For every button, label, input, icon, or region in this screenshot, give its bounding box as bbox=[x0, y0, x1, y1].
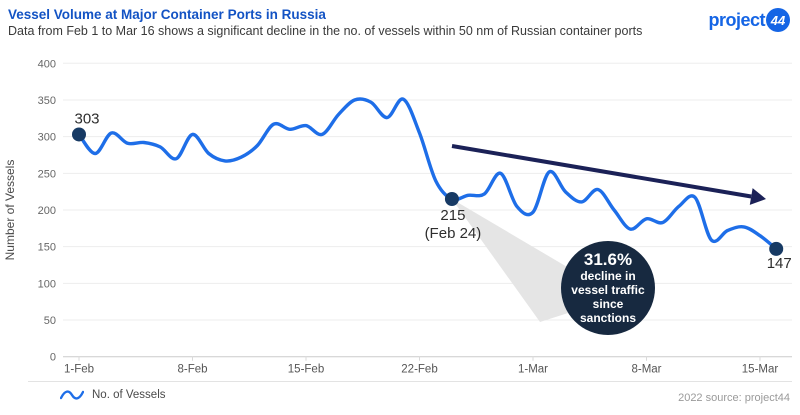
series-line-no-of-vessels bbox=[77, 97, 778, 251]
decline-badge-text: decline in bbox=[580, 269, 636, 283]
project44-logo: project 44 bbox=[708, 8, 790, 32]
line-series-icon bbox=[60, 390, 84, 400]
sanctions-point-label: 215 bbox=[440, 207, 465, 224]
sanctions-point-date-label: (Feb 24) bbox=[425, 225, 482, 242]
decline-badge-text: since bbox=[592, 297, 624, 311]
data-point-dot bbox=[72, 127, 86, 142]
y-tick-label: 0 bbox=[50, 352, 56, 364]
x-tick-label: 1-Feb bbox=[64, 364, 94, 376]
logo-wordmark: project bbox=[708, 9, 765, 30]
source-text: 2022 source: project44 bbox=[678, 392, 790, 404]
decline-badge-text: sanctions bbox=[579, 311, 636, 325]
y-tick-label: 100 bbox=[38, 278, 56, 290]
page-title: Vessel Volume at Major Container Ports i… bbox=[8, 7, 326, 22]
y-tick-label: 350 bbox=[38, 95, 56, 107]
decline-badge-text: vessel traffic bbox=[571, 283, 645, 297]
trend-arrow-shaft bbox=[451, 144, 752, 199]
x-tick-label: 8-Mar bbox=[631, 364, 661, 376]
footer-divider bbox=[28, 381, 792, 382]
logo-44-circle-icon: 44 bbox=[766, 8, 790, 32]
legend-item-no-of-vessels[interactable]: No. of Vessels bbox=[60, 388, 166, 402]
y-tick-label: 200 bbox=[38, 205, 56, 217]
x-tick-label: 8-Feb bbox=[177, 364, 207, 376]
y-tick-label: 250 bbox=[38, 168, 56, 180]
y-tick-label: 400 bbox=[38, 58, 56, 70]
trend-arrow-head bbox=[749, 188, 766, 205]
y-tick-label: 150 bbox=[38, 242, 56, 254]
legend-label: No. of Vessels bbox=[92, 389, 166, 401]
y-axis-title: Number of Vessels bbox=[3, 160, 17, 261]
x-tick-label: 15-Mar bbox=[742, 364, 779, 376]
y-tick-label: 50 bbox=[44, 315, 56, 327]
end-point-label: 147 bbox=[767, 255, 792, 272]
x-tick-label: 22-Feb bbox=[401, 364, 437, 376]
page-subtitle: Data from Feb 1 to Mar 16 shows a signif… bbox=[8, 24, 643, 38]
y-tick-label: 300 bbox=[38, 132, 56, 144]
x-tick-label: 1-Mar bbox=[518, 364, 548, 376]
data-point-dot bbox=[769, 241, 784, 256]
chart-header: Vessel Volume at Major Container Ports i… bbox=[8, 6, 648, 40]
x-tick-label: 15-Feb bbox=[288, 364, 324, 376]
start-point-label: 303 bbox=[74, 110, 99, 127]
decline-badge-percent: 31.6% bbox=[583, 250, 633, 269]
decline-badge: 31.6% decline in vessel traffic since sa… bbox=[561, 241, 655, 335]
data-point-dot bbox=[444, 191, 459, 206]
